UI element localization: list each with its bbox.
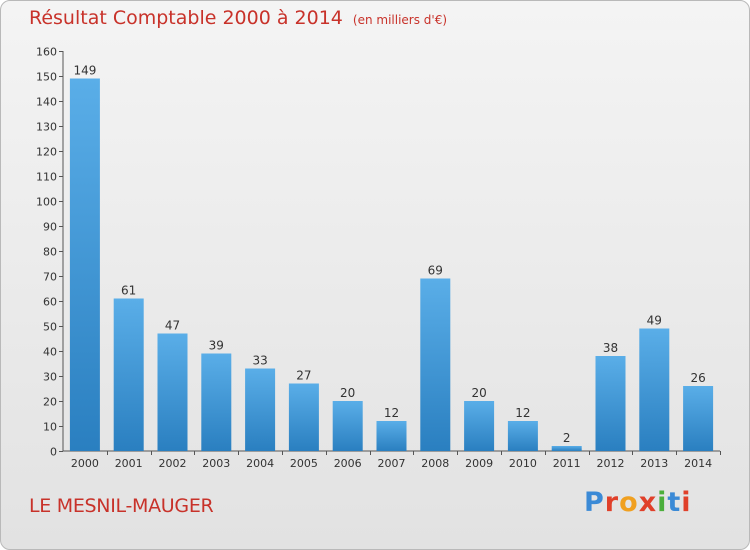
logo-letter: t: [667, 487, 682, 518]
bar-value-label: 47: [165, 319, 180, 333]
bar-value-label: 39: [209, 339, 224, 353]
y-tick-label: 120: [36, 146, 57, 159]
x-tick-label: 2004: [246, 457, 274, 470]
bar-value-label: 2: [563, 431, 571, 445]
bar: [69, 78, 100, 451]
title-main: Résultat Comptable 2000 à 2014: [29, 7, 343, 29]
x-tick-label: 2006: [334, 457, 362, 470]
bar: [464, 401, 495, 451]
x-tick-label: 2012: [597, 457, 625, 470]
x-tick-label: 2013: [640, 457, 668, 470]
x-tick-label: 2003: [202, 457, 230, 470]
y-tick-label: 140: [36, 96, 57, 109]
y-tick-label: 130: [36, 121, 57, 134]
x-tick-label: 2008: [421, 457, 449, 470]
proxiti-logo: Proxiti: [584, 487, 692, 518]
bar: [376, 421, 407, 451]
bar: [288, 383, 319, 451]
x-tick-label: 2014: [684, 457, 712, 470]
bar-value-label: 12: [515, 406, 530, 420]
y-tick-label: 60: [43, 296, 57, 309]
place-name: LE MESNIL-MAUGER: [29, 495, 214, 517]
y-tick-label: 80: [43, 246, 57, 259]
y-tick-label: 70: [43, 271, 57, 284]
x-tick-label: 2011: [553, 457, 581, 470]
x-tick-label: 2007: [378, 457, 406, 470]
logo-letter: o: [619, 487, 639, 518]
bar-value-label: 20: [471, 386, 486, 400]
chart-title: Résultat Comptable 2000 à 2014 (en millie…: [29, 7, 447, 29]
x-tick-label: 2002: [159, 457, 187, 470]
bar: [245, 368, 276, 451]
bar: [420, 278, 451, 451]
y-tick-label: 40: [43, 346, 57, 359]
y-tick-label: 90: [43, 221, 57, 234]
bar-value-label: 61: [121, 284, 136, 298]
bar-value-label: 20: [340, 386, 355, 400]
bar: [595, 356, 626, 451]
logo-letter: i: [681, 487, 692, 518]
y-tick-label: 30: [43, 371, 57, 384]
x-tick-label: 2001: [115, 457, 143, 470]
title-unit: (en milliers d'€): [352, 13, 448, 27]
bar-value-label: 49: [647, 314, 662, 328]
y-tick-label: 50: [43, 321, 57, 334]
x-tick-label: 2000: [71, 457, 99, 470]
bar-value-label: 26: [690, 371, 705, 385]
bar-value-label: 12: [384, 406, 399, 420]
bar-value-label: 38: [603, 341, 618, 355]
logo-letter: x: [638, 487, 658, 518]
x-tick-label: 2005: [290, 457, 318, 470]
bar: [507, 421, 538, 451]
logo-letter: P: [584, 487, 605, 518]
y-tick-label: 110: [36, 171, 57, 184]
bar-value-label: 149: [73, 64, 96, 78]
bar: [201, 353, 232, 451]
bar-value-label: 69: [428, 264, 443, 278]
x-tick-label: 2010: [509, 457, 537, 470]
bar: [639, 328, 670, 451]
y-tick-label: 160: [36, 46, 57, 59]
logo-letter: i: [657, 487, 668, 518]
x-tick-label: 2009: [465, 457, 493, 470]
bar: [157, 333, 188, 451]
bar: [113, 298, 144, 451]
bar: [551, 446, 582, 451]
bar: [332, 401, 363, 451]
y-tick-label: 20: [43, 396, 57, 409]
bar-value-label: 27: [296, 369, 311, 383]
y-tick-label: 100: [36, 196, 57, 209]
bar-value-label: 33: [252, 354, 267, 368]
y-tick-label: 10: [43, 421, 57, 434]
y-tick-label: 0: [50, 446, 57, 459]
logo-letter: r: [604, 487, 620, 518]
bar: [683, 386, 714, 451]
y-tick-label: 150: [36, 71, 57, 84]
